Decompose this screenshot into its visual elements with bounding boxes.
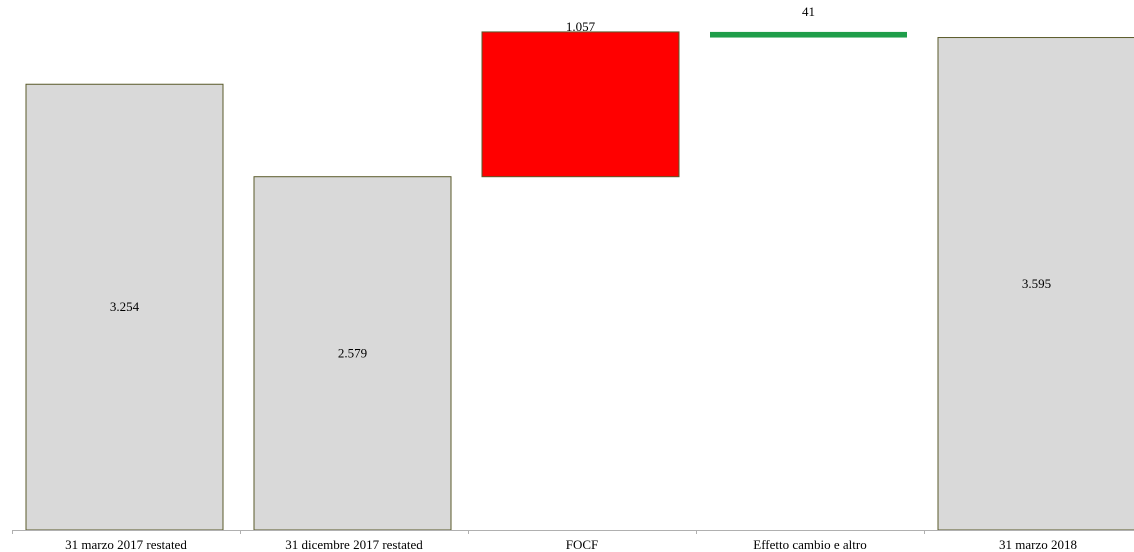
- bar-value-label-3: 41: [802, 4, 815, 19]
- bar-value-label-0: 3.254: [110, 299, 140, 314]
- category-labels-group: 31 marzo 2017 restated 31 dicembre 2017 r…: [65, 537, 1077, 552]
- category-label-2: FOCF: [566, 537, 599, 552]
- category-label-0: 31 marzo 2017 restated: [65, 537, 187, 552]
- bar-value-label-1: 2.579: [338, 345, 367, 360]
- bar-0: [25, 83, 224, 531]
- category-label-4: 31 marzo 2018: [999, 537, 1077, 552]
- bar-labels-group: 3.254 2.579 1.057 41 3.595: [110, 4, 1051, 360]
- bar-2: [481, 31, 680, 178]
- category-label-3: Effetto cambio e altro: [753, 537, 866, 552]
- bar-1: [253, 176, 452, 531]
- x-ticks-group: [12, 530, 925, 534]
- bar-value-label-2: 1.057: [566, 19, 596, 34]
- bar-3: [710, 31, 907, 38]
- bars-group: [25, 31, 1134, 531]
- category-label-1: 31 dicembre 2017 restated: [285, 537, 423, 552]
- bar-value-label-4: 3.595: [1022, 276, 1051, 291]
